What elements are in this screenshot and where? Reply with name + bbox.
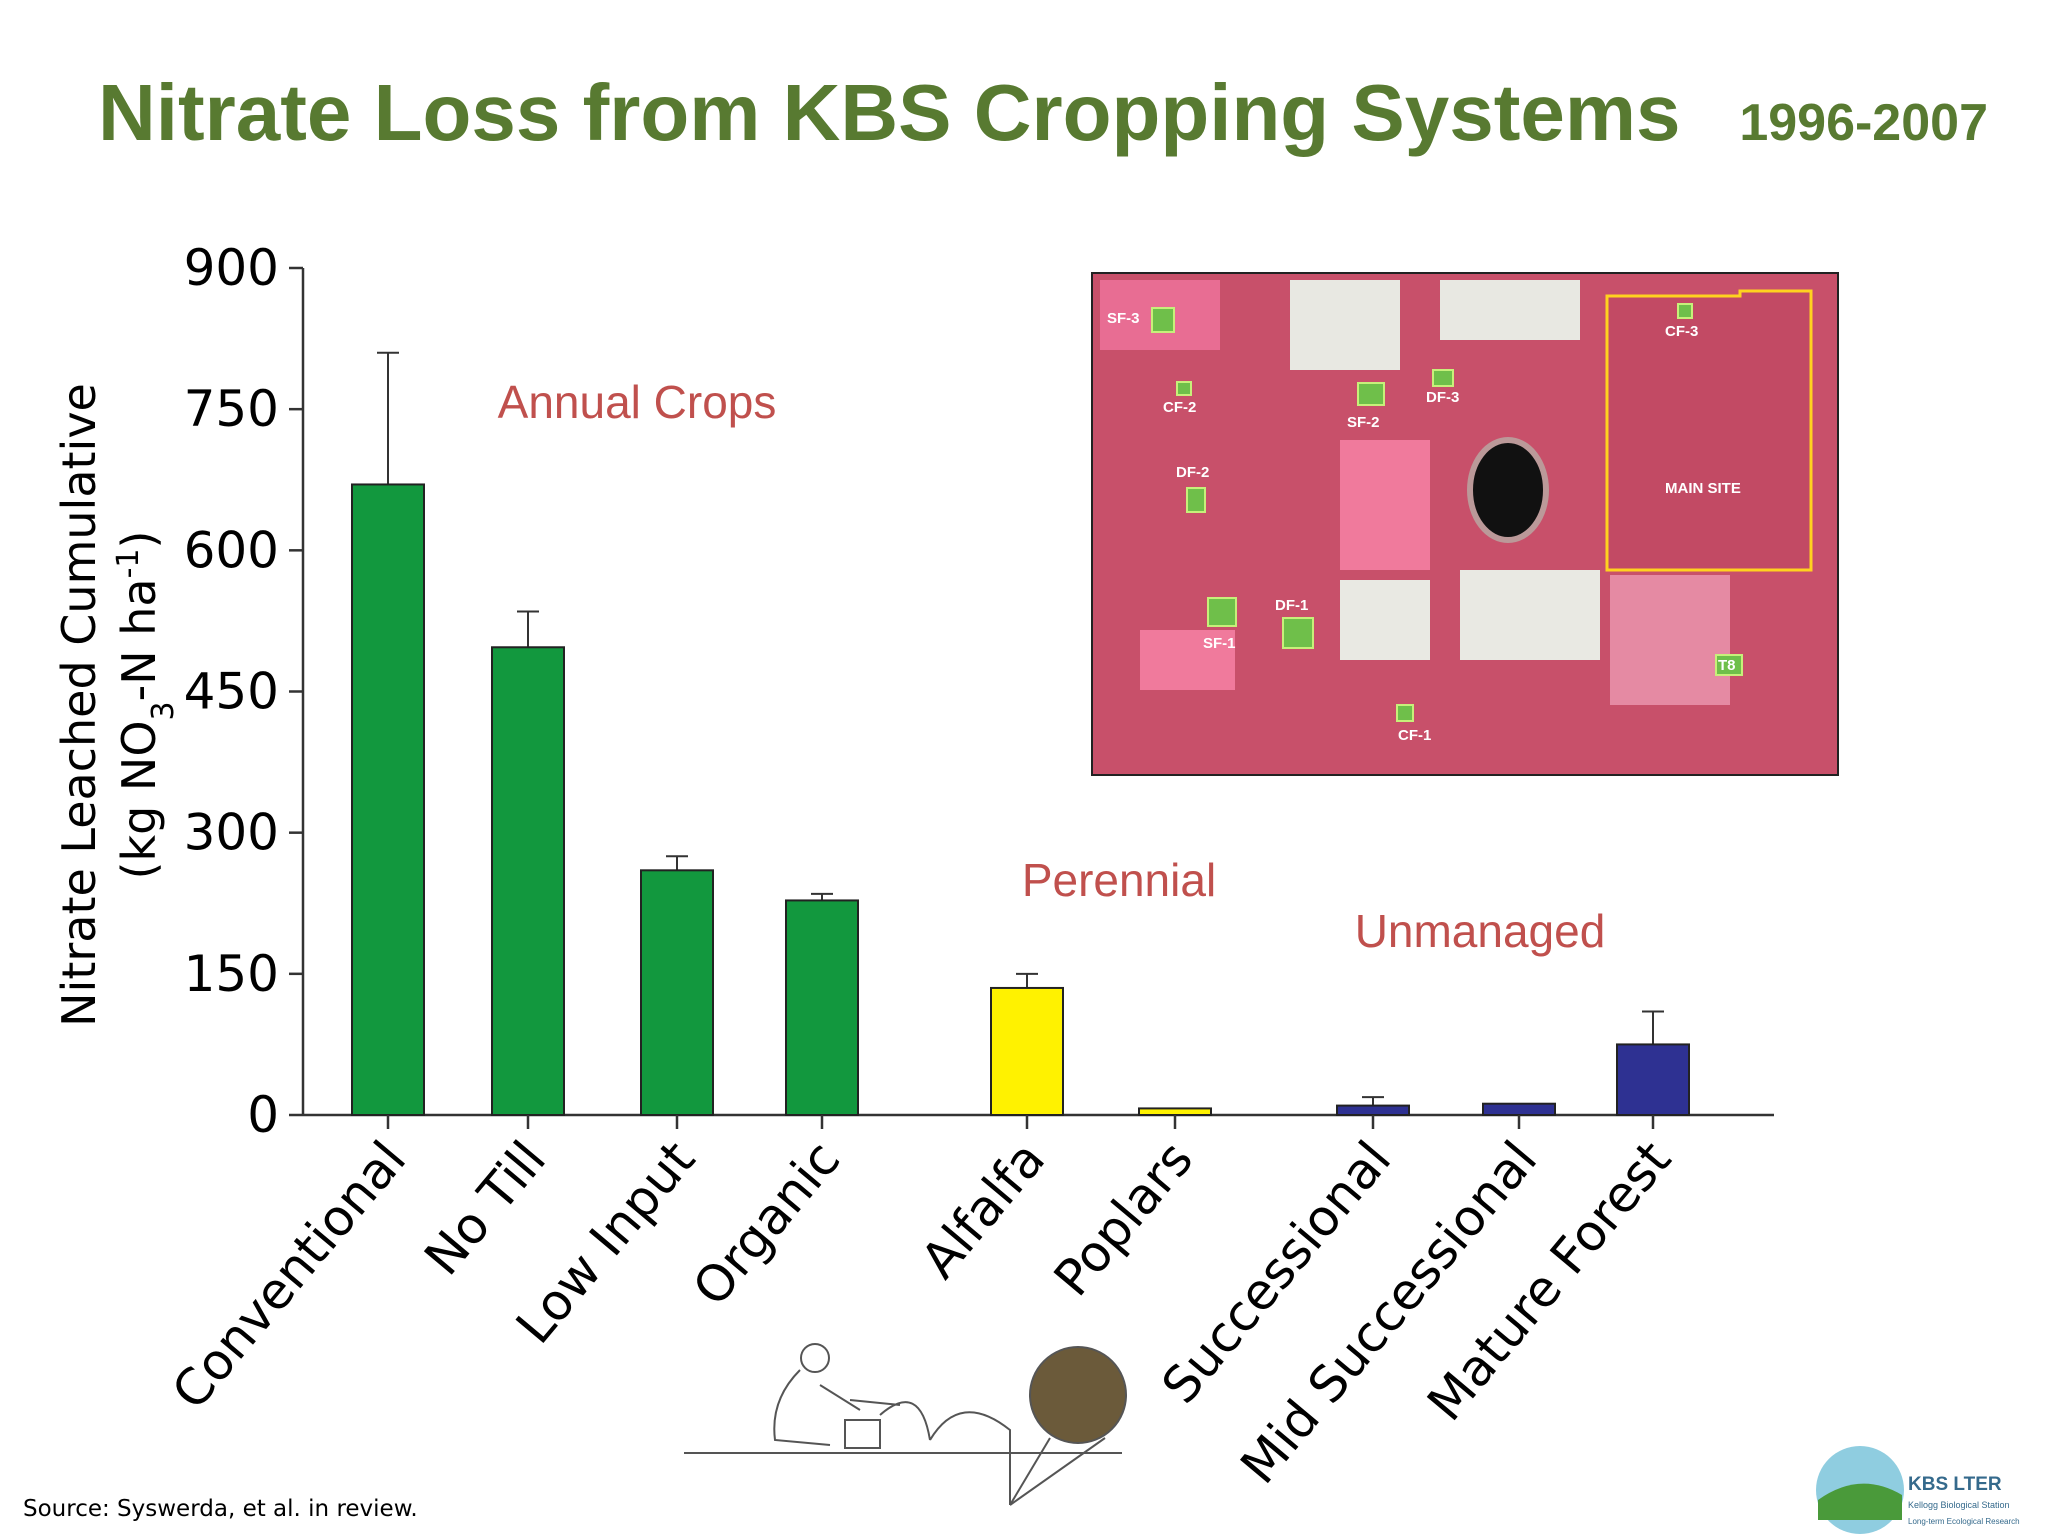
map-field [1340, 440, 1430, 570]
map-label: SF-1 [1203, 635, 1236, 652]
y-axis-label: Nitrate Leached Cumulative [52, 383, 106, 1027]
y-tick-label: 300 [184, 804, 279, 862]
map-label: DF-1 [1275, 597, 1308, 614]
source-note: Source: Syswerda, et al. in review. [23, 1496, 418, 1522]
bar [1482, 1102, 1556, 1116]
map-lake [1467, 437, 1549, 543]
main-site-outline [1605, 289, 1813, 572]
map-field [1290, 280, 1400, 370]
group-annotation: Annual Crops [498, 376, 777, 428]
bar [640, 869, 714, 1116]
map-field [1440, 280, 1580, 340]
logo-line: Long-term Ecological Research [1908, 1517, 2020, 1526]
map-field [1140, 630, 1235, 690]
chart-title: Nitrate Loss from KBS Cropping Systems [98, 68, 1681, 157]
map-label: DF-2 [1176, 464, 1209, 481]
map-label: CF-1 [1398, 727, 1431, 744]
y-tick-label: 150 [184, 945, 279, 1003]
bar [990, 986, 1064, 1117]
bar [491, 646, 565, 1116]
y-axis-label-part: ) [112, 531, 166, 549]
bar [1616, 1043, 1690, 1116]
logo-name: KBS LTER [1908, 1474, 2002, 1495]
logo: KBS LTER Kellogg Biological Station Long… [1816, 1446, 2020, 1534]
logo-fields [1818, 1483, 1902, 1520]
y-axis-label-part: -1 [111, 548, 146, 578]
plot-markers [1151, 303, 1743, 722]
y-axis-label-part: 3 [146, 701, 181, 720]
bar [1138, 1107, 1212, 1117]
map-field [1610, 575, 1730, 705]
map-label: CF-3 [1665, 323, 1698, 340]
bar [351, 483, 425, 1116]
group-annotation: Unmanaged [1355, 905, 1606, 957]
map-label: MAIN SITE [1665, 480, 1741, 497]
y-tick-label: 0 [247, 1086, 279, 1144]
illustration [684, 1343, 1127, 1506]
y-tick-label: 750 [184, 380, 279, 438]
map-label: DF-3 [1426, 389, 1459, 406]
y-tick-label: 900 [184, 239, 279, 297]
y-tick-label: 450 [184, 663, 279, 721]
chart-subtitle: 1996-2007 [1739, 94, 1988, 152]
map-label: CF-2 [1163, 399, 1196, 416]
bar [1336, 1104, 1410, 1116]
y-axis-label-part: (kg NO [112, 720, 166, 879]
y-axis-label: (kg NO3-N ha-1) [111, 531, 181, 880]
map-label: SF-2 [1347, 414, 1380, 431]
map-field [1460, 570, 1600, 660]
map-label: SF-3 [1107, 310, 1140, 327]
map-field [1340, 580, 1430, 660]
group-annotation: Perennial [1022, 854, 1216, 906]
bar [785, 899, 859, 1117]
map-inset [1091, 272, 1839, 776]
logo-line: Kellogg Biological Station [1908, 1500, 2010, 1510]
map-label: T8 [1718, 657, 1736, 674]
y-axis-label-part: -N ha [112, 578, 166, 701]
y-tick-label: 600 [184, 521, 279, 579]
